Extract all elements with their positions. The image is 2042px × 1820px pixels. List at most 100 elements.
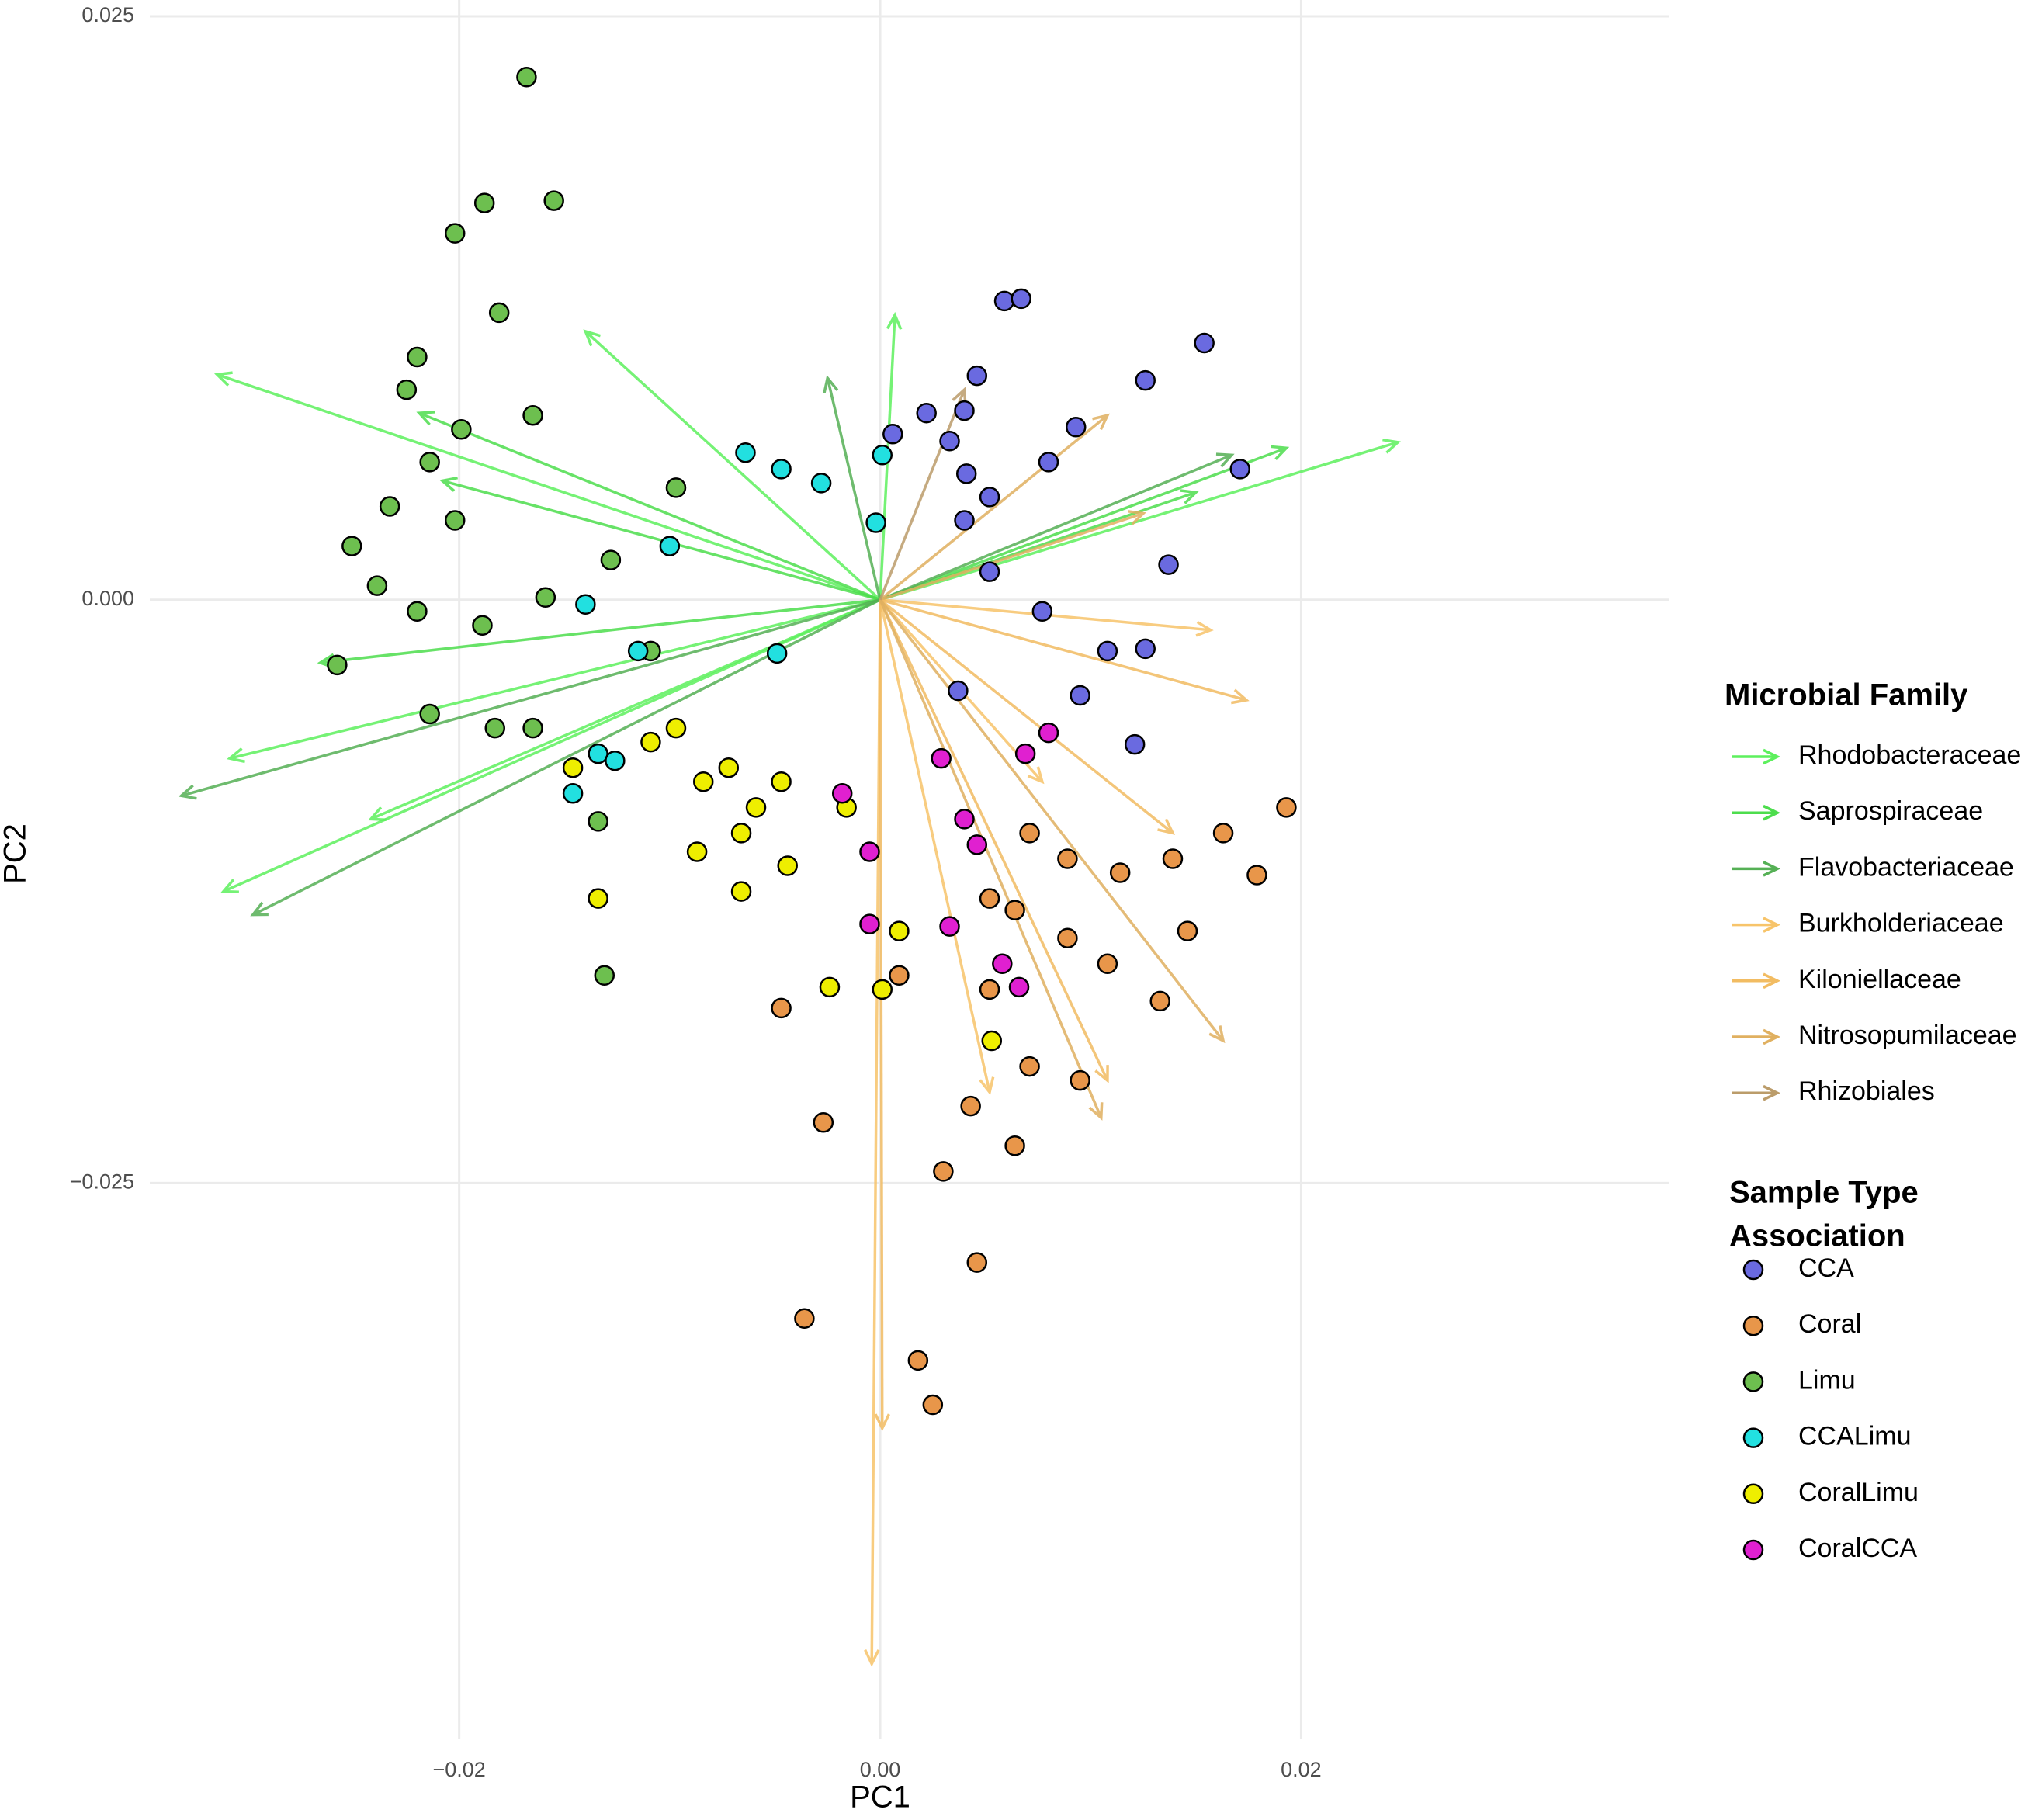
arrow-head	[979, 1076, 995, 1096]
point	[605, 750, 626, 771]
point	[522, 717, 543, 739]
point	[543, 190, 564, 211]
arrow-head	[1271, 445, 1290, 460]
legend-arrow	[1732, 804, 1781, 821]
point	[659, 536, 681, 556]
point	[735, 442, 756, 463]
loading-arrow	[879, 510, 1146, 601]
arrow-shaft	[181, 598, 881, 797]
arrow-head	[1230, 688, 1250, 705]
point	[960, 1095, 981, 1117]
point	[692, 771, 714, 792]
loading-arrow	[879, 599, 995, 1096]
y-tick-label: 0.000	[81, 587, 134, 610]
point	[1162, 848, 1184, 869]
point	[966, 365, 988, 387]
legend-swatch	[1742, 1483, 1764, 1505]
arrow-head	[583, 329, 602, 347]
point	[488, 302, 510, 324]
point	[810, 473, 832, 494]
point	[1070, 685, 1090, 706]
arrow-head	[1763, 804, 1781, 821]
legend-swatch	[1742, 1315, 1764, 1336]
y-tick-label: 0.025	[81, 3, 134, 26]
point	[575, 594, 596, 615]
loading-arrow	[178, 598, 881, 800]
point	[865, 512, 886, 533]
arrow-head	[1763, 972, 1781, 990]
x-tick-label: −0.02	[432, 1758, 485, 1781]
point	[794, 1308, 815, 1329]
point	[1135, 638, 1156, 660]
arrow-head	[1195, 621, 1214, 637]
point	[562, 783, 584, 804]
arrow-shaft	[879, 599, 991, 1093]
legend-label: CoralLimu	[1798, 1478, 1919, 1507]
point	[1038, 722, 1059, 744]
point	[562, 757, 584, 778]
arrow-shaft	[879, 389, 966, 601]
point	[745, 797, 767, 818]
legend-arrow	[1732, 1028, 1781, 1045]
point	[939, 431, 960, 452]
arrow-shaft	[879, 599, 884, 1429]
loading-arrow	[879, 452, 1235, 601]
point	[407, 346, 428, 368]
point	[686, 841, 708, 862]
arrow-head	[1092, 413, 1111, 431]
legend-label: CoralCCA	[1798, 1534, 1917, 1563]
arrow-shaft	[584, 330, 882, 601]
point	[889, 965, 910, 986]
legend-arrow	[1732, 1084, 1781, 1101]
arrow-shaft	[418, 411, 881, 601]
point	[907, 1350, 929, 1371]
point	[771, 997, 792, 1019]
point	[1065, 416, 1087, 438]
point	[665, 717, 687, 739]
point	[1019, 1056, 1040, 1077]
point	[396, 379, 418, 400]
arrow-head	[1382, 438, 1402, 454]
point-legend-title: Association	[1729, 1219, 1905, 1253]
point	[993, 290, 1015, 312]
point	[451, 418, 472, 440]
loading-arrow	[368, 598, 881, 821]
arrow-head	[1088, 1102, 1104, 1121]
point	[882, 423, 903, 445]
legend-label: Flavobacteriaceae	[1798, 852, 2014, 882]
point	[954, 510, 975, 531]
point	[916, 402, 937, 424]
point	[379, 496, 400, 517]
point	[588, 811, 608, 832]
arrow-head	[864, 1648, 880, 1667]
arrow-head	[1094, 1065, 1109, 1083]
arrow-head	[952, 387, 967, 406]
point	[327, 654, 348, 676]
point	[1135, 369, 1156, 391]
legend-label: CCALimu	[1798, 1422, 1911, 1451]
loading-arrow	[416, 411, 881, 601]
loading-arrow	[874, 599, 890, 1432]
point	[979, 487, 1000, 508]
point	[777, 855, 798, 876]
loading-arrow	[879, 598, 1226, 1044]
arrow-head	[1127, 510, 1146, 525]
point	[939, 916, 960, 937]
arrow-shaft	[217, 373, 881, 601]
y-axis-title: PC2	[0, 823, 33, 884]
legend-label: Limu	[1798, 1365, 1856, 1395]
arrow-shaft	[879, 598, 1109, 1081]
point	[516, 66, 537, 88]
arrow-head	[416, 411, 435, 426]
point	[872, 445, 893, 466]
point	[1031, 601, 1053, 622]
arrow-head	[1763, 1028, 1781, 1045]
arrow-head	[874, 1413, 890, 1432]
point	[1276, 797, 1297, 818]
point	[889, 920, 910, 941]
legend-swatch	[1742, 1371, 1764, 1392]
arrow-shaft	[826, 377, 882, 601]
arrow-head	[1157, 818, 1176, 835]
point	[1149, 990, 1170, 1012]
